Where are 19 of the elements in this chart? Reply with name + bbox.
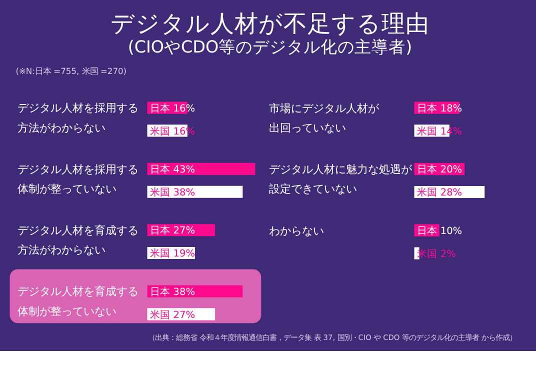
data-label: 米国 19% — [150, 248, 196, 260]
data-label: 日本 27% — [150, 224, 196, 237]
data-label: 日本 43% — [150, 164, 196, 176]
data-label: 日本 20% — [417, 164, 462, 176]
y-tick-label: 市場にデジタル人材が出回っていない — [268, 102, 380, 134]
y-tick-label: デジタル人材に魅力な処遇が設定できていない — [268, 163, 413, 196]
y-tick-label: わからない — [268, 224, 324, 238]
data-label: 日本 10% — [417, 224, 462, 237]
data-label: 米国 27% — [150, 308, 196, 321]
chart-subtitle: (CIOやCDO等のデジタル化の主導者) — [128, 37, 412, 56]
data-label: 米国 38% — [150, 186, 196, 198]
y-tick-label: デジタル人材を採用する体制が整っていない — [18, 162, 139, 196]
chart-title: デジタル人材が不足する理由 — [110, 10, 430, 38]
y-tick-label: デジタル人材を育成する方法がわからない — [18, 224, 139, 257]
y-tick-label: デジタル人材を育成する体制が整っていない — [18, 285, 139, 318]
y-tick-label: デジタル人材を採用する方法がわからない — [18, 102, 139, 134]
text: (※N:日本 =755, 米国 =270) — [16, 66, 127, 76]
data-label: 米国 28% — [417, 186, 462, 199]
data-label: 日本 38% — [150, 286, 196, 298]
